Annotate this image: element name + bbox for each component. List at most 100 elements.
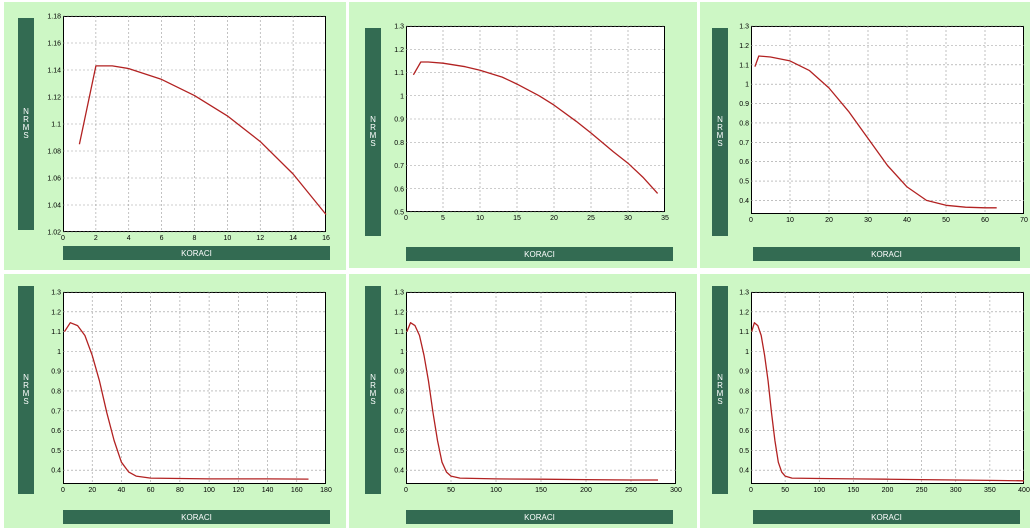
x-axis-label-text: KORACI [524, 249, 555, 259]
x-tick-label: 300 [950, 487, 962, 494]
y-tick-label: 1.16 [47, 41, 61, 48]
x-tick-label: 80 [176, 487, 184, 494]
y-tick-label: 0.7 [394, 408, 404, 415]
y-axis-label-letter: R [717, 123, 723, 132]
x-tick-label: 120 [232, 487, 244, 494]
y-axis-label-letter: R [23, 381, 29, 390]
x-tick-label: 10 [786, 217, 794, 224]
x-tick-label: 35 [661, 215, 669, 222]
y-axis-label-letter: N [717, 373, 723, 382]
y-tick-label: 0.9 [394, 117, 404, 124]
y-tick-label: 1.06 [47, 176, 61, 183]
y-tick-label: 0.6 [739, 428, 749, 435]
x-tick-label: 10 [223, 235, 231, 242]
y-axis-label-letter: M [369, 131, 377, 140]
y-tick-label: 0.6 [394, 186, 404, 193]
y-axis-label-letter: N [23, 107, 29, 116]
x-tick-label: 50 [942, 217, 950, 224]
y-tick-label: 1 [745, 349, 749, 356]
x-tick-label: 10 [476, 215, 484, 222]
x-tick-label: 0 [749, 487, 753, 494]
y-tick-label: 1.1 [51, 122, 61, 129]
nrms-series-line [751, 322, 1025, 482]
y-tick-label: 0.6 [739, 159, 749, 166]
y-axis-label-letter: R [717, 381, 723, 390]
y-tick-label: 1.04 [47, 203, 61, 210]
y-axis-label-letter: N [370, 373, 376, 382]
y-tick-label: 1.2 [394, 47, 404, 54]
y-axis-label-letter: M [716, 131, 724, 140]
y-tick-label: 0.7 [739, 408, 749, 415]
y-axis-label-letter: S [717, 397, 723, 406]
y-tick-label: 0.5 [394, 210, 404, 217]
y-tick-label: 0.5 [739, 179, 749, 186]
y-tick-label: 1.12 [47, 95, 61, 102]
y-tick-label: 0.8 [739, 388, 749, 395]
x-tick-label: 4 [127, 235, 131, 242]
x-tick-label: 20 [550, 215, 558, 222]
y-tick-label: 0.5 [739, 448, 749, 455]
x-tick-label: 60 [147, 487, 155, 494]
y-tick-label: 0.6 [394, 428, 404, 435]
nrms-series-line [406, 322, 658, 481]
y-axis-label-letter: R [370, 381, 376, 390]
x-tick-label: 300 [670, 487, 682, 494]
x-tick-label: 140 [262, 487, 274, 494]
x-tick-label: 16 [322, 235, 330, 242]
plot-area [63, 292, 326, 484]
x-tick-label: 60 [981, 217, 989, 224]
nrms-series-line [754, 55, 997, 209]
x-tick-label: 0 [61, 487, 65, 494]
x-tick-label: 100 [490, 487, 502, 494]
x-tick-label: 30 [864, 217, 872, 224]
x-tick-label: 250 [916, 487, 928, 494]
x-tick-label: 0 [404, 215, 408, 222]
x-tick-label: 200 [882, 487, 894, 494]
y-tick-label: 1 [745, 82, 749, 89]
x-tick-label: 150 [535, 487, 547, 494]
y-tick-label: 0.5 [51, 448, 61, 455]
y-axis-label-letter: M [716, 389, 724, 398]
x-tick-label: 200 [580, 487, 592, 494]
y-tick-label: 1.3 [394, 290, 404, 297]
y-axis-label-letter: N [717, 115, 723, 124]
y-tick-label: 1.3 [51, 290, 61, 297]
nrms-series-line [63, 322, 309, 480]
x-axis-label-text: KORACI [871, 512, 902, 522]
x-tick-label: 100 [813, 487, 825, 494]
x-tick-label: 12 [256, 235, 264, 242]
y-axis-label-letter: N [23, 373, 29, 382]
y-tick-label: 1 [400, 349, 404, 356]
x-axis-label-text: KORACI [524, 512, 555, 522]
x-axis-label-text: KORACI [871, 249, 902, 259]
y-tick-label: 1.08 [47, 149, 61, 156]
y-axis-label-letter: M [369, 389, 377, 398]
y-tick-label: 1.02 [47, 230, 61, 237]
x-tick-label: 20 [825, 217, 833, 224]
x-tick-label: 180 [320, 487, 332, 494]
x-tick-label: 2 [94, 235, 98, 242]
x-tick-label: 30 [624, 215, 632, 222]
y-tick-label: 1.1 [394, 70, 404, 77]
x-tick-label: 20 [88, 487, 96, 494]
y-tick-label: 1.3 [394, 24, 404, 31]
x-axis-label: KORACI [753, 247, 1020, 261]
y-tick-label: 1.1 [739, 329, 749, 336]
x-tick-label: 400 [1018, 487, 1030, 494]
x-tick-label: 50 [781, 487, 789, 494]
y-tick-label: 1.1 [51, 329, 61, 336]
y-tick-label: 0.4 [394, 468, 404, 475]
y-tick-label: 0.8 [394, 140, 404, 147]
x-tick-label: 70 [1020, 217, 1028, 224]
y-tick-label: 0.4 [739, 198, 749, 205]
y-axis-label-letter: M [22, 389, 30, 398]
y-axis-label-letter: R [23, 115, 29, 124]
x-tick-label: 0 [61, 235, 65, 242]
x-tick-label: 350 [984, 487, 996, 494]
